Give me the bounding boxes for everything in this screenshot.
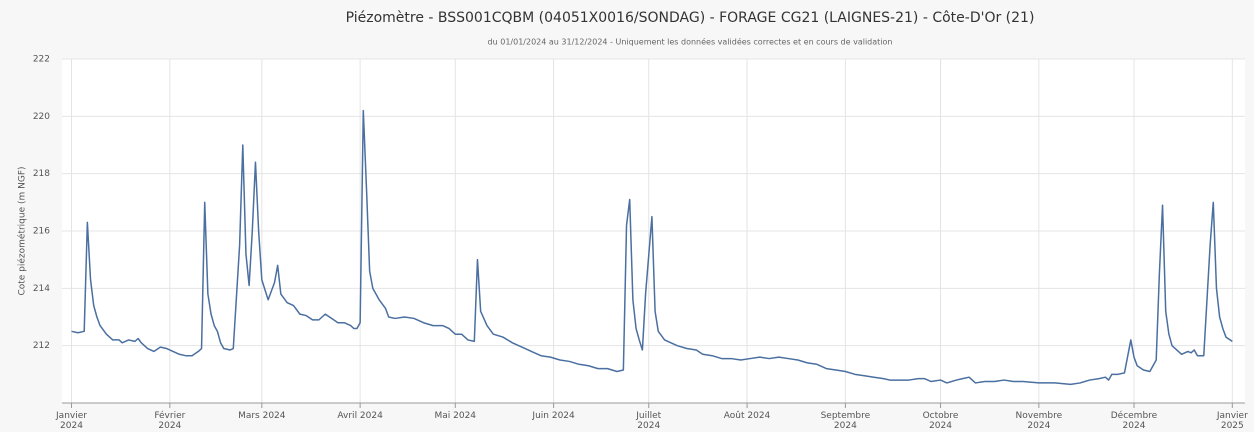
chart-subtitle: du 01/01/2024 au 31/12/2024 - Uniquement… <box>488 37 893 47</box>
y-tick-label: 220 <box>33 112 50 122</box>
chart-title: Piézomètre - BSS001CQBM (04051X0016/SOND… <box>346 10 1035 26</box>
y-tick-label: 222 <box>33 55 50 65</box>
x-tick-label: Août 2024 <box>723 411 771 421</box>
x-tick-label: Septembre 2024 <box>820 411 871 431</box>
y-tick-label: 216 <box>33 227 50 237</box>
y-tick-label: 212 <box>33 341 50 351</box>
x-tick-label: Janvier 2025 <box>1216 411 1248 431</box>
x-tick-label: Novembre 2024 <box>1015 411 1063 431</box>
x-tick-label: Décembre 2024 <box>1110 411 1158 431</box>
x-tick-label: Mars 2024 <box>238 411 286 421</box>
y-axis-title: Cote piézométrique (m NGF) <box>17 166 28 295</box>
x-tick-label: Février 2024 <box>154 411 186 431</box>
x-tick-label: Juin 2024 <box>532 411 575 421</box>
x-tick-label: Juillet 2024 <box>636 411 662 431</box>
x-tick-label: Octobre 2024 <box>922 411 959 431</box>
x-tick-label: Janvier 2024 <box>56 411 87 431</box>
x-tick-label: Avril 2024 <box>337 411 383 421</box>
x-tick-label: Mai 2024 <box>434 411 477 421</box>
data-line <box>71 109 1233 386</box>
y-tick-label: 214 <box>33 284 50 294</box>
y-tick-label: 218 <box>33 169 50 179</box>
